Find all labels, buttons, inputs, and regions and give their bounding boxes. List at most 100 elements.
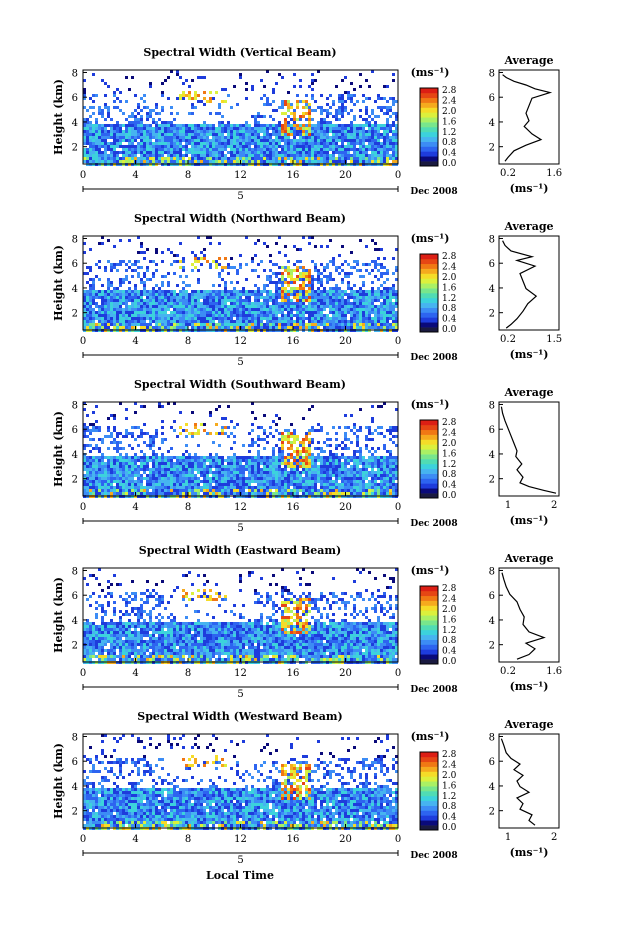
y-tick-label: 6	[72, 259, 78, 270]
heatmap-cell	[308, 157, 311, 160]
heatmap-cell	[122, 260, 125, 263]
heatmap-cell	[236, 154, 239, 157]
heatmap-cell	[155, 468, 158, 471]
heatmap-cell	[200, 308, 203, 311]
heatmap-cell	[161, 308, 164, 311]
heatmap-cell	[272, 326, 275, 329]
y-tick-label: 2	[72, 309, 78, 320]
heatmap-cell	[176, 254, 179, 257]
heatmap-cell	[305, 157, 308, 160]
heatmap-cell	[224, 471, 227, 474]
heatmap-cell	[320, 296, 323, 299]
heatmap-cell	[257, 154, 260, 157]
heatmap-cell	[221, 471, 224, 474]
heatmap-cell	[179, 157, 182, 160]
heatmap-cell	[377, 326, 380, 329]
heatmap-cell	[161, 305, 164, 308]
heatmap-cell	[299, 462, 302, 465]
heatmap-cell	[305, 462, 308, 465]
heatmap-cell	[299, 79, 302, 82]
heatmap-cell	[122, 308, 125, 311]
heatmap-cell	[140, 459, 143, 462]
heatmap-cell	[359, 133, 362, 136]
heatmap-cell	[302, 305, 305, 308]
heatmap-cell	[197, 320, 200, 323]
heatmap-cell	[230, 447, 233, 450]
heatmap-cell	[152, 308, 155, 311]
heatmap-cell	[185, 435, 188, 438]
heatmap-cell	[161, 453, 164, 456]
heatmap-cell	[314, 447, 317, 450]
heatmap-cell	[146, 145, 149, 148]
heatmap-cell	[281, 136, 284, 139]
heatmap-cell	[113, 245, 116, 248]
heatmap-cell	[272, 100, 275, 103]
heatmap-cell	[152, 317, 155, 320]
heatmap-cell	[350, 94, 353, 97]
heatmap-cell	[194, 311, 197, 314]
heatmap-cell	[305, 142, 308, 145]
heatmap-cell	[152, 459, 155, 462]
heatmap-cell	[326, 314, 329, 317]
heatmap-cell	[152, 290, 155, 293]
heatmap-cell	[155, 308, 158, 311]
heatmap-cell	[188, 127, 191, 130]
heatmap-cell	[389, 136, 392, 139]
heatmap-cell	[104, 314, 107, 317]
heatmap-cell	[125, 459, 128, 462]
heatmap-cell	[356, 130, 359, 133]
heatmap-cell	[248, 145, 251, 148]
heatmap-cell	[365, 323, 368, 326]
heatmap-cell	[110, 302, 113, 305]
heatmap-cell	[206, 326, 209, 329]
heatmap-cell	[308, 121, 311, 124]
heatmap-cell	[302, 160, 305, 163]
heatmap-cell	[161, 275, 164, 278]
heatmap-cell	[374, 326, 377, 329]
date-tick-label: 5	[237, 191, 243, 202]
heatmap-cell	[176, 154, 179, 157]
heatmap-cell	[356, 148, 359, 151]
heatmap-cell	[125, 100, 128, 103]
heatmap-cell	[275, 160, 278, 163]
heatmap-cell	[263, 269, 266, 272]
heatmap-cell	[179, 477, 182, 480]
colorbar-segment	[420, 127, 438, 132]
heatmap-cell	[344, 91, 347, 94]
heatmap-cell	[260, 157, 263, 160]
heatmap-cell	[194, 127, 197, 130]
heatmap-cell	[143, 154, 146, 157]
heatmap-cell	[119, 133, 122, 136]
heatmap-cell	[182, 453, 185, 456]
heatmap-cell	[347, 142, 350, 145]
heatmap-cell	[389, 459, 392, 462]
heatmap-cell	[125, 308, 128, 311]
heatmap-cell	[155, 296, 158, 299]
heatmap-cell	[302, 287, 305, 290]
heatmap-cell	[242, 456, 245, 459]
heatmap-cell	[320, 245, 323, 248]
heatmap-cell	[245, 127, 248, 130]
heatmap-cell	[188, 148, 191, 151]
heatmap-cell	[239, 290, 242, 293]
colorbar-segment	[420, 317, 438, 322]
heatmap-cell	[101, 302, 104, 305]
heatmap-cell	[179, 260, 182, 263]
heatmap-cell	[341, 296, 344, 299]
heatmap-cell	[107, 447, 110, 450]
colorbar-tick-label: 2.8	[442, 86, 457, 96]
heatmap-cell	[176, 474, 179, 477]
heatmap-cell	[122, 326, 125, 329]
heatmap-cell	[335, 311, 338, 314]
heatmap-cell	[245, 314, 248, 317]
heatmap-cell	[317, 293, 320, 296]
heatmap-cell	[209, 462, 212, 465]
heatmap-cell	[254, 151, 257, 154]
heatmap-cell	[392, 257, 395, 260]
heatmap-cell	[107, 133, 110, 136]
heatmap-cell	[125, 130, 128, 133]
heatmap-cell	[233, 305, 236, 308]
heatmap-cell	[350, 293, 353, 296]
heatmap-cell	[236, 468, 239, 471]
heatmap-cell	[392, 296, 395, 299]
